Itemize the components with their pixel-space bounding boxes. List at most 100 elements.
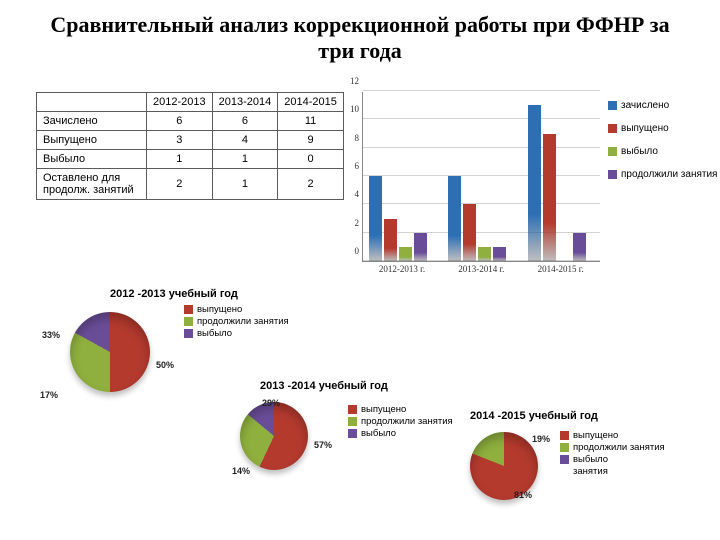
table-cell: 11 — [278, 112, 344, 131]
legend-swatch — [560, 443, 569, 452]
pie-2013-l14: 14% — [232, 466, 250, 476]
legend-label: продолжили занятия — [621, 169, 717, 180]
pie-2013-legend: выпущенопродолжили занятиявыбыло — [348, 404, 453, 440]
legend-swatch — [608, 124, 617, 133]
legend-label: зачислено — [621, 100, 669, 111]
legend-swatch — [560, 455, 569, 464]
bar — [369, 176, 382, 261]
legend-label: продолжили занятия — [573, 442, 665, 453]
pie-2014: 2014 -2015 учебный год 81% 19% выпущеноп… — [470, 410, 700, 500]
legend-label: выбыло — [621, 146, 658, 157]
y-tick: 8 — [343, 133, 359, 143]
y-tick: 0 — [343, 246, 359, 256]
bar — [543, 134, 556, 262]
row-label: Зачислено — [37, 112, 147, 131]
bar — [493, 247, 506, 261]
y-tick: 12 — [343, 76, 359, 86]
y-tick: 6 — [343, 161, 359, 171]
legend-item: выпущено — [560, 430, 665, 441]
legend-swatch — [348, 417, 357, 426]
pie-2012: 2012 -2013 учебный год 50% 33% 17% выпущ… — [70, 288, 330, 392]
th-y1: 2012-2013 — [147, 93, 213, 112]
table-cell: 3 — [147, 131, 213, 150]
table-cell: 1 — [147, 150, 213, 169]
legend-swatch — [348, 405, 357, 414]
bar-chart: 0246810122012-2013 г.2013-2014 г.2014-20… — [340, 92, 600, 282]
legend-label: продолжили занятия — [197, 316, 289, 327]
pie-2014-l19: 19% — [532, 434, 550, 444]
legend-swatch — [184, 305, 193, 314]
pie-2012-title: 2012 -2013 учебный год — [110, 288, 330, 300]
legend-item: выбыло — [608, 146, 717, 157]
bar — [478, 247, 491, 261]
th-blank — [37, 93, 147, 112]
pie-2013-disc — [240, 402, 308, 470]
legend-label: выпущено — [573, 430, 618, 441]
table-cell: 9 — [278, 131, 344, 150]
page-title: Сравнительный анализ коррекционной работ… — [0, 0, 720, 71]
y-tick: 4 — [343, 189, 359, 199]
legend-item: выпущено — [184, 304, 289, 315]
row-label: Оставлено для продолж. занятий — [37, 169, 147, 200]
legend-item: продолжили занятия — [348, 416, 453, 427]
bar — [448, 176, 461, 261]
pie-2013-l57: 57% — [314, 440, 332, 450]
bar — [414, 233, 427, 261]
legend-item: выпущено — [608, 123, 717, 134]
data-table: 2012-2013 2013-2014 2014-2015 Зачислено6… — [36, 92, 344, 200]
legend-swatch — [184, 317, 193, 326]
y-tick: 10 — [343, 104, 359, 114]
bar — [528, 105, 541, 261]
y-tick: 2 — [343, 218, 359, 228]
bar — [399, 247, 412, 261]
table-cell: 1 — [212, 150, 278, 169]
table-cell: 2 — [147, 169, 213, 200]
legend-item: выпущено — [348, 404, 453, 415]
bar — [573, 233, 586, 261]
x-tick: 2014-2015 г. — [522, 264, 600, 274]
pie-2012-l33: 33% — [42, 330, 60, 340]
th-y3: 2014-2015 — [278, 93, 344, 112]
legend-item: продолжили занятия — [184, 316, 289, 327]
pie-2013-l29: 29% — [262, 398, 280, 408]
th-y2: 2013-2014 — [212, 93, 278, 112]
pie-2014-l81: 81% — [514, 490, 532, 500]
pie-2012-legend: выпущенопродолжили занятиявыбыло — [184, 304, 289, 340]
legend-label: выбыло — [361, 428, 396, 439]
legend-item: выбыло — [348, 428, 453, 439]
pie-2014-legend: выпущенопродолжили занятиявыбылозанятия — [560, 430, 665, 478]
legend-item: зачислено — [608, 100, 717, 111]
legend-label: выпущено — [361, 404, 406, 415]
legend-label: выбыло — [197, 328, 232, 339]
legend-label: выпущено — [621, 123, 669, 134]
legend-item: выбыло — [560, 454, 665, 465]
pie-2012-disc — [70, 312, 150, 392]
bar-chart-legend: зачислено выпущено выбыло продолжили заняти… — [608, 100, 717, 192]
table-cell: 1 — [212, 169, 278, 200]
x-tick: 2012-2013 г. — [363, 264, 441, 274]
row-label: Выбыло — [37, 150, 147, 169]
legend-label: продолжили занятия — [361, 416, 453, 427]
table-cell: 6 — [212, 112, 278, 131]
legend-swatch — [560, 431, 569, 440]
legend-swatch — [608, 101, 617, 110]
table-cell: 4 — [212, 131, 278, 150]
pie-2013-title: 2013 -2014 учебный год — [260, 380, 520, 392]
row-label: Выпущено — [37, 131, 147, 150]
legend-label: выпущено — [197, 304, 242, 315]
legend-item: занятия — [560, 466, 665, 477]
legend-swatch — [348, 429, 357, 438]
pie-2014-title: 2014 -2015 учебный год — [470, 410, 700, 422]
bar — [463, 204, 476, 261]
legend-swatch — [608, 147, 617, 156]
legend-item: продолжили занятия — [608, 169, 717, 180]
table-cell: 2 — [278, 169, 344, 200]
table-cell: 6 — [147, 112, 213, 131]
legend-swatch — [184, 329, 193, 338]
legend-item: выбыло — [184, 328, 289, 339]
legend-label: выбыло — [573, 454, 608, 465]
pie-2012-l17: 17% — [40, 390, 58, 400]
legend-item: продолжили занятия — [560, 442, 665, 453]
pie-2012-l50: 50% — [156, 360, 174, 370]
legend-swatch — [608, 170, 617, 179]
